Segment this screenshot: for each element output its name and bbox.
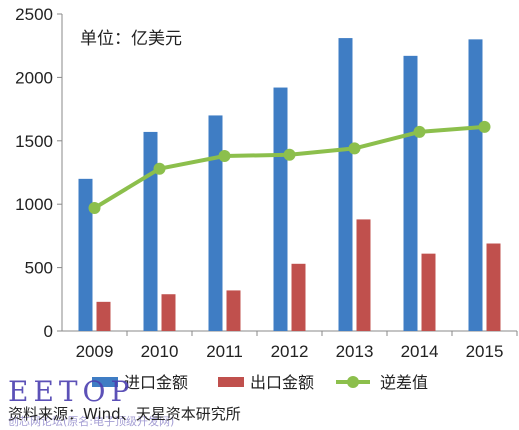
line-point: [478, 120, 491, 133]
legend-label: 出口金额: [250, 373, 314, 392]
x-tick-label: 2010: [141, 342, 179, 361]
line-series: [88, 120, 491, 215]
y-tick-label: 2500: [15, 5, 53, 24]
line-point: [88, 202, 101, 215]
bar-import: [208, 115, 223, 331]
y-tick-label: 2000: [15, 68, 53, 87]
bar-export: [96, 301, 111, 331]
legend-label: 逆差值: [380, 373, 428, 392]
unit-label: 单位：亿美元: [80, 29, 182, 49]
legend-swatch: [218, 377, 244, 387]
bar-import: [338, 38, 353, 331]
x-tick-label: 2012: [271, 342, 309, 361]
watermark-text: EETOP: [8, 375, 134, 408]
bar-import: [143, 131, 158, 331]
bar-export: [486, 243, 501, 331]
line-point: [348, 142, 361, 155]
y-tick-label: 500: [25, 259, 53, 278]
bar-export: [356, 219, 371, 331]
bar-import: [78, 178, 93, 331]
y-tick-label: 1500: [15, 132, 53, 151]
line-point: [153, 162, 166, 175]
bar-export: [161, 294, 176, 331]
legend-label: 进口金额: [124, 373, 188, 392]
legend-swatch: [92, 377, 118, 387]
x-tick-label: 2013: [336, 342, 374, 361]
bar-export: [421, 253, 436, 331]
watermark-logo: EETOP 创芯网论坛(原名:电子顶级开发网): [8, 375, 174, 428]
legend-marker: [347, 376, 359, 388]
line-point: [283, 148, 296, 161]
bars: [78, 38, 501, 332]
legend: 进口金额 出口金额 逆差值: [92, 373, 428, 392]
bar-export: [291, 263, 306, 331]
watermark-subtext: 创芯网论坛(原名:电子顶级开发网): [8, 414, 174, 428]
bar-import: [468, 39, 483, 332]
bar-import: [273, 87, 288, 331]
x-axis: 2009 2010 2011 2012 2013 2014 2015: [62, 330, 518, 361]
x-tick-label: 2011: [206, 342, 243, 361]
line-point: [413, 125, 426, 138]
y-tick-label: 1000: [15, 195, 53, 214]
line-point: [218, 150, 231, 163]
source-note: 资料来源：Wind、天星资本研究所: [8, 405, 241, 423]
y-axis: 0 500 1000 1500 2000 2500: [15, 5, 63, 341]
x-tick-label: 2014: [401, 342, 439, 361]
x-tick-label: 2015: [466, 342, 504, 361]
bar-export: [226, 290, 241, 331]
y-tick-label: 0: [44, 322, 53, 341]
bar-import: [403, 55, 418, 332]
x-tick-label: 2009: [76, 342, 114, 361]
